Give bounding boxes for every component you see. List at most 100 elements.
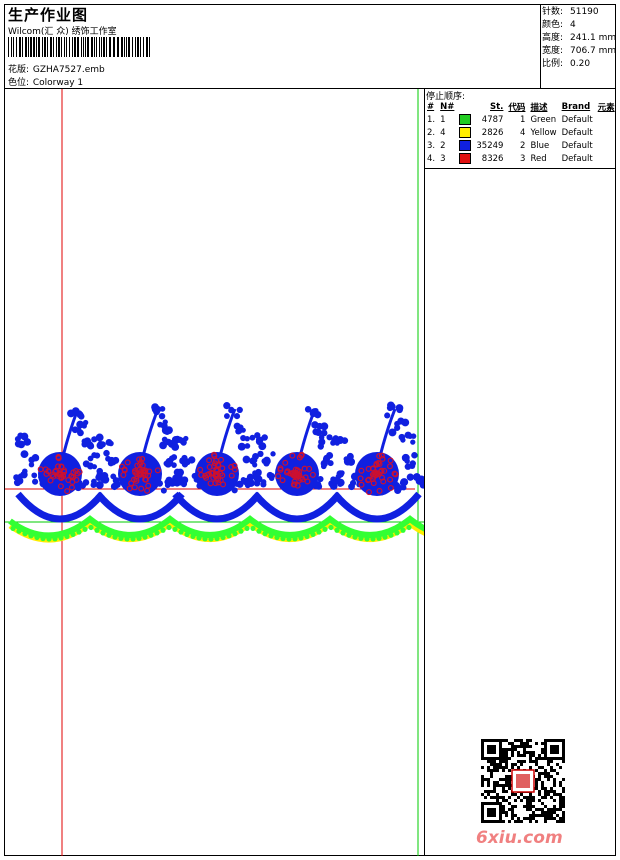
qr-module	[511, 793, 514, 796]
blue-leaf-dot	[258, 442, 267, 451]
green-bead	[358, 535, 364, 541]
qr-module	[487, 781, 490, 784]
qr-module	[562, 790, 565, 793]
blue-leaf-dot	[228, 406, 235, 413]
green-bead	[34, 534, 40, 541]
qr-module	[547, 811, 550, 814]
blue-leaf-dot	[347, 457, 356, 466]
col-swatch	[457, 101, 474, 113]
green-bead	[142, 534, 148, 540]
qr-module	[517, 751, 520, 754]
red-ring	[53, 467, 60, 474]
green-bead	[16, 528, 22, 534]
barcode-bar	[113, 37, 115, 57]
blue-leaf-dot	[95, 480, 104, 489]
watermark: 6xiu.com	[476, 828, 563, 848]
qr-module	[520, 754, 523, 757]
qr-module	[508, 775, 511, 778]
row-index: 4.	[427, 153, 436, 164]
red-ring	[56, 471, 63, 478]
qr-module	[529, 799, 532, 802]
qr-module	[526, 817, 529, 820]
row-needle: 2	[440, 140, 446, 151]
qr-module	[562, 760, 565, 763]
flower-motif	[95, 403, 189, 496]
qr-module	[508, 820, 511, 823]
qr-module	[562, 799, 565, 802]
qr-module	[529, 793, 532, 796]
stat-label: 针数:	[542, 7, 564, 17]
qr-module	[559, 799, 562, 802]
qr-module	[508, 769, 511, 772]
stop-sequence-title: 停止顺序:	[426, 92, 466, 102]
qr-module	[511, 745, 514, 748]
qr-module	[502, 754, 505, 757]
row-element	[596, 139, 618, 152]
qr-module	[547, 817, 550, 820]
red-ring	[142, 467, 149, 474]
blue-leaf-dot	[96, 441, 105, 450]
blue-leaf-dot	[236, 406, 243, 414]
green-bead	[232, 531, 238, 537]
green-bead	[190, 533, 196, 540]
qr-module	[538, 766, 541, 769]
barcode-bar	[132, 37, 133, 57]
qr-module	[523, 805, 526, 808]
red-ring	[49, 472, 56, 479]
qr-module	[562, 802, 565, 805]
green-bead	[262, 531, 268, 537]
blue-leaf-dot	[322, 455, 330, 463]
qr-module	[544, 793, 547, 796]
row-swatch	[457, 152, 474, 165]
blue-leaf-dot	[242, 455, 251, 464]
red-ring	[378, 467, 385, 474]
red-ring	[55, 455, 62, 462]
red-ring	[290, 481, 297, 488]
row-element	[596, 152, 618, 165]
qr-module	[556, 820, 559, 823]
blue-leaf-dot	[161, 426, 170, 435]
red-ring	[387, 476, 394, 483]
qr-module	[535, 769, 538, 772]
blue-leaf-dot	[82, 460, 90, 468]
qr-module	[505, 748, 508, 751]
qr-finder-center	[487, 745, 496, 754]
col-stitches: St.	[490, 102, 504, 112]
qr-module	[544, 820, 547, 823]
qr-module	[550, 796, 553, 799]
qr-module	[508, 808, 511, 811]
blue-leaf-dot	[236, 428, 243, 435]
row-needle: 3	[440, 153, 446, 164]
qr-module	[541, 787, 544, 790]
qr-module	[502, 766, 505, 769]
qr-module	[490, 790, 493, 793]
green-bead	[220, 534, 226, 541]
barcode	[8, 37, 150, 57]
qr-module	[544, 814, 547, 817]
qr-module	[538, 790, 541, 793]
green-bead	[58, 535, 64, 541]
stat-value: 4	[570, 20, 576, 30]
design-value: GZHA7527.emb	[32, 65, 105, 75]
blue-leaf-dot	[176, 436, 184, 443]
red-ring	[57, 483, 64, 490]
blue-leaf-dot	[165, 438, 172, 446]
qr-module	[529, 814, 532, 817]
red-ring	[219, 465, 226, 472]
qr-module	[496, 793, 499, 796]
qr-module	[538, 799, 541, 802]
qr-module	[559, 820, 562, 823]
qr-module	[562, 805, 565, 808]
qr-module	[562, 796, 565, 799]
qr-module	[529, 751, 532, 754]
red-ring	[203, 474, 210, 481]
qr-module	[502, 769, 505, 772]
qr-module	[523, 754, 526, 757]
green-bead	[352, 534, 358, 540]
barcode-bar	[128, 37, 130, 57]
green-bead	[136, 535, 142, 541]
barcode-bar	[77, 37, 79, 57]
qr-module	[553, 805, 556, 808]
blue-leaf-dot	[410, 439, 416, 445]
qr-module	[562, 787, 565, 790]
